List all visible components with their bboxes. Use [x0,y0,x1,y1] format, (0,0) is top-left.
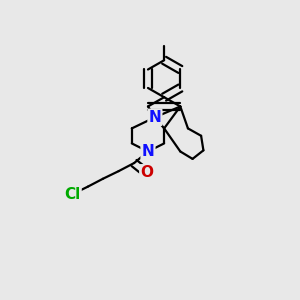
Text: N: N [148,110,161,125]
Text: Cl: Cl [64,187,81,202]
Text: O: O [140,165,153,180]
Text: N: N [142,144,154,159]
